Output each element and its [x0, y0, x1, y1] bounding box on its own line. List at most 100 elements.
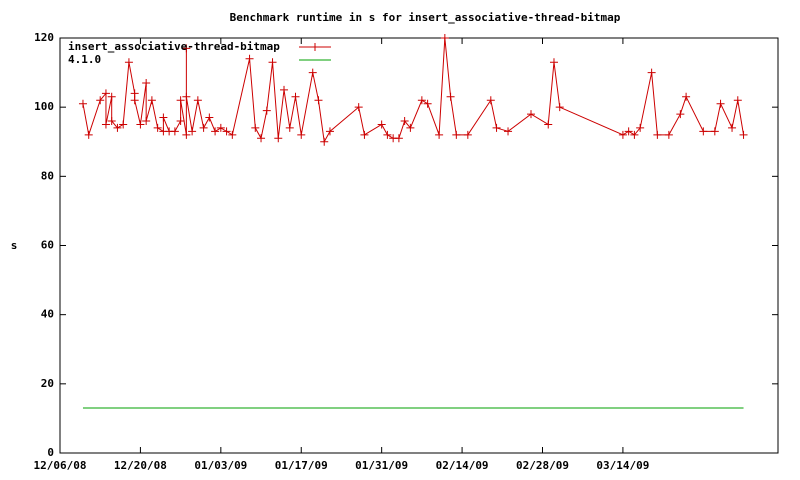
point-marker — [630, 130, 639, 139]
x-tick-label: 01/31/09 — [355, 459, 408, 472]
point-marker — [486, 96, 495, 105]
point-marker — [268, 58, 277, 67]
point-marker — [188, 127, 197, 136]
point-marker — [504, 127, 513, 136]
point-marker — [176, 117, 185, 125]
point-marker — [147, 96, 156, 105]
point-marker — [308, 68, 317, 77]
point-marker — [664, 130, 673, 139]
x-tick-label: 03/14/09 — [596, 459, 649, 472]
point-marker — [251, 123, 260, 132]
y-tick-label: 0 — [47, 446, 54, 459]
point-marker — [733, 96, 742, 105]
point-marker — [320, 137, 329, 146]
point-marker — [101, 120, 110, 129]
point-marker — [216, 123, 225, 132]
legend-marker — [311, 43, 319, 51]
y-axis-label: s — [11, 239, 18, 252]
point-marker — [676, 110, 685, 119]
point-marker — [297, 130, 306, 139]
point-marker — [417, 96, 426, 105]
point-marker — [682, 92, 691, 101]
point-marker — [710, 127, 719, 136]
point-marker — [280, 85, 289, 94]
chart-title: Benchmark runtime in s for insert_associ… — [230, 11, 621, 24]
x-tick-label: 02/28/09 — [516, 459, 569, 472]
point-marker — [446, 92, 455, 101]
point-marker — [176, 96, 185, 105]
point-marker — [96, 96, 105, 105]
series-line — [82, 37, 745, 144]
point-marker — [262, 106, 271, 115]
point-marker — [452, 130, 461, 139]
point-marker — [400, 117, 409, 125]
point-marker — [549, 58, 558, 67]
point-marker — [406, 123, 415, 132]
point-marker — [377, 120, 386, 129]
point-marker — [354, 103, 363, 112]
point-marker — [211, 127, 220, 136]
x-tick-label: 01/17/09 — [275, 459, 328, 472]
point-marker — [325, 127, 334, 136]
point-marker — [205, 113, 214, 122]
point-marker — [136, 120, 145, 129]
point-marker — [463, 130, 472, 139]
point-marker — [107, 117, 116, 125]
point-marker — [228, 130, 237, 139]
point-marker — [107, 92, 116, 101]
point-marker — [274, 134, 283, 143]
point-marker — [130, 96, 139, 105]
point-marker — [78, 99, 87, 108]
point-marker — [182, 44, 191, 53]
y-tick-label: 100 — [34, 100, 54, 113]
point-marker — [170, 127, 179, 136]
point-marker — [653, 130, 662, 139]
point-marker — [394, 134, 403, 143]
point-marker — [716, 99, 725, 108]
point-marker — [624, 127, 633, 136]
point-marker — [383, 130, 392, 139]
x-tick-label: 02/14/09 — [436, 459, 489, 472]
point-marker — [739, 130, 748, 139]
point-marker — [544, 120, 553, 129]
x-tick-label: 12/20/08 — [114, 459, 167, 472]
point-marker — [113, 123, 122, 132]
y-tick-label: 60 — [41, 239, 54, 252]
point-marker — [257, 134, 266, 143]
point-marker — [193, 96, 202, 105]
point-marker — [159, 113, 168, 122]
point-marker — [84, 130, 93, 139]
legend-label: insert_associative-thread-bitmap — [68, 40, 280, 53]
point-marker — [199, 123, 208, 132]
point-marker — [440, 34, 449, 42]
point-marker — [291, 92, 300, 101]
point-marker — [360, 130, 369, 139]
point-marker — [285, 123, 294, 132]
point-marker — [699, 127, 708, 136]
point-marker — [182, 92, 191, 101]
point-marker — [636, 123, 645, 132]
point-marker — [618, 130, 627, 139]
point-marker — [314, 96, 323, 105]
point-marker — [222, 127, 231, 136]
point-marker — [435, 130, 444, 139]
point-marker — [153, 123, 162, 132]
point-marker — [555, 103, 564, 112]
point-marker — [423, 99, 432, 108]
point-marker — [527, 110, 536, 119]
point-marker — [492, 123, 501, 132]
point-marker — [130, 89, 139, 98]
point-marker — [245, 54, 254, 63]
point-marker — [182, 130, 191, 139]
point-marker — [119, 120, 128, 129]
point-marker — [142, 78, 151, 87]
point-marker — [728, 123, 737, 132]
point-marker — [124, 58, 133, 67]
legend-label: 4.1.0 — [68, 53, 101, 66]
point-marker — [101, 89, 110, 98]
point-marker — [647, 68, 656, 77]
point-marker — [142, 117, 151, 125]
x-tick-label: 12/06/08 — [34, 459, 87, 472]
y-tick-label: 120 — [34, 31, 54, 44]
